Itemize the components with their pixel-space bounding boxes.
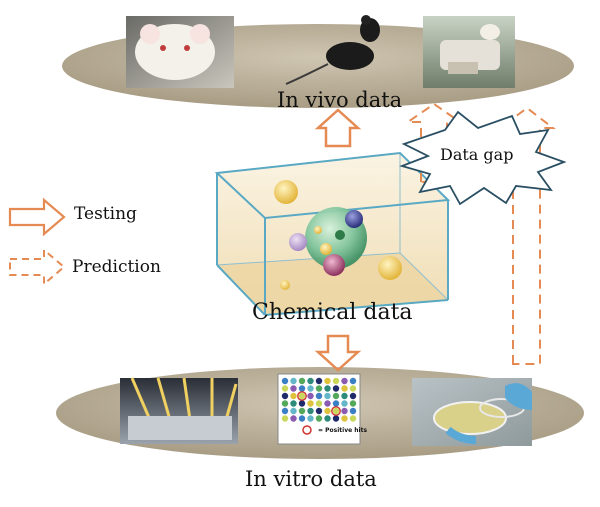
sphere-small-yellow [314, 226, 322, 234]
legend-testing-arrow [8, 197, 66, 237]
plate-well [324, 377, 331, 385]
plate-well [341, 385, 348, 392]
plate-well [315, 392, 323, 400]
plate-well [281, 400, 289, 407]
in-vivo-label: In vivo data [277, 88, 403, 112]
plate-well [281, 415, 289, 422]
plate-well [341, 407, 348, 415]
chemical-data-label: Chemical data [252, 300, 413, 325]
sphere-small-yellow [280, 280, 290, 290]
plate-well [332, 407, 340, 415]
black-mouse-photo [285, 15, 380, 85]
plate-well [298, 407, 306, 415]
sphere-small-green [335, 230, 345, 240]
plate-well [324, 385, 331, 392]
plate-well [290, 385, 297, 392]
plate-well [332, 392, 340, 400]
lab-mouse-handling-photo [423, 16, 515, 88]
plate-well [307, 385, 314, 392]
plate-well [315, 377, 323, 385]
plate-well [315, 407, 323, 415]
plate-well [298, 392, 306, 400]
plate-well [315, 415, 323, 422]
plate-well [315, 385, 323, 392]
legend-prediction-arrow [9, 247, 66, 287]
robotic-dispenser-photo [120, 377, 238, 444]
data-gap-label: Data gap [440, 145, 514, 164]
plate-well [298, 415, 306, 422]
plate-well [341, 377, 348, 385]
plate-well [290, 407, 297, 415]
plate-well [324, 407, 331, 415]
plate-well [307, 392, 314, 400]
plate-well [332, 385, 340, 392]
white-rat-photo [126, 16, 234, 88]
plate-well [281, 392, 289, 400]
legend-testing-label: Testing [74, 204, 137, 224]
plate-well [341, 415, 348, 422]
plate-well [349, 400, 357, 407]
plate-well [281, 377, 289, 385]
positive-hit-ring [297, 391, 307, 401]
sphere-magenta [323, 254, 345, 276]
chemical-space-cube [214, 151, 451, 316]
plate-well [298, 385, 306, 392]
plate-well [349, 392, 357, 400]
plate-well [315, 400, 323, 407]
plate-well [332, 415, 340, 422]
plate-well [298, 377, 306, 385]
plate-well [341, 392, 348, 400]
positive-hits-label: = Positive hits [318, 427, 368, 434]
plate-well [290, 400, 297, 407]
plate-well [349, 377, 357, 385]
prediction-arrow-outer [496, 106, 556, 365]
plate-well [290, 392, 297, 400]
plate-well [332, 400, 340, 407]
plate-well [349, 407, 357, 415]
legend-prediction-label: Prediction [72, 257, 161, 277]
sphere-navy [345, 210, 363, 228]
plate-well [341, 400, 348, 407]
testing-arrow-up [314, 108, 362, 148]
plate-well [324, 415, 331, 422]
plate-well [290, 415, 297, 422]
plate-well [332, 377, 340, 385]
sphere-small-yellow [320, 243, 332, 255]
positive-hit-ring [331, 406, 341, 416]
sphere-yellow [378, 256, 402, 280]
data-gap-starburst [399, 110, 567, 206]
in-vitro-label: In vitro data [245, 467, 377, 491]
testing-arrow-down [314, 334, 362, 372]
sphere-lavender [289, 233, 307, 251]
petri-dish-photo [412, 378, 532, 446]
plate-well [349, 415, 357, 422]
plate-well [281, 385, 289, 392]
plate-well [290, 377, 297, 385]
plate-well [307, 415, 314, 422]
plate-well [349, 385, 357, 392]
sphere-yellow [274, 180, 298, 204]
plate-well [307, 400, 314, 407]
plate-well [324, 392, 331, 400]
plate-well [281, 407, 289, 415]
plate-well [307, 377, 314, 385]
plate-well [298, 400, 306, 407]
well-plate-grid [277, 373, 361, 445]
plate-well [307, 407, 314, 415]
plate-well [324, 400, 331, 407]
